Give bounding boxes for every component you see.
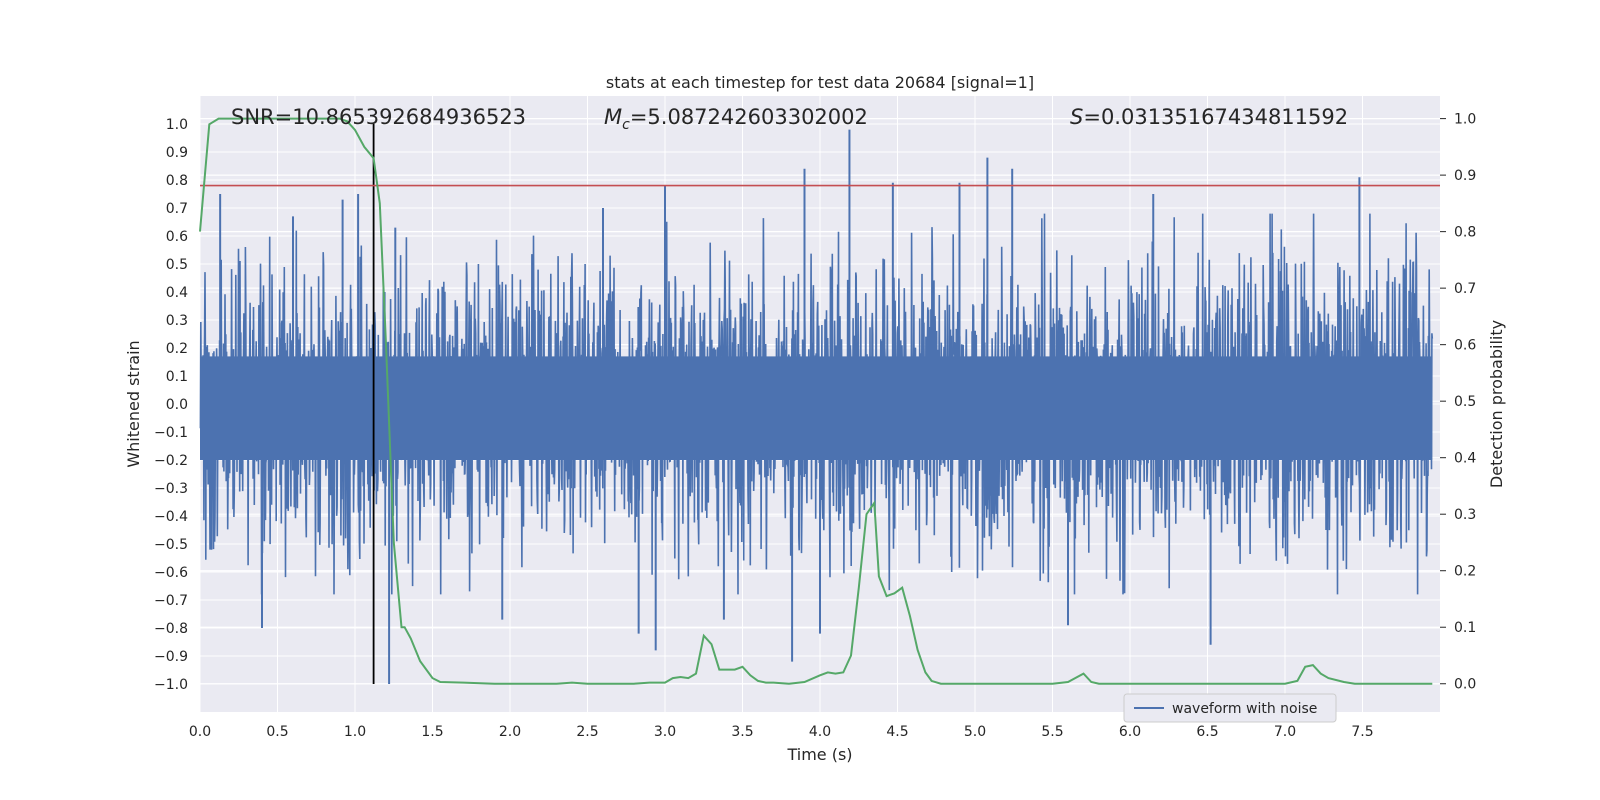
y-left-tick-label: 0.7 <box>166 201 188 217</box>
s-symbol: S <box>1070 105 1083 129</box>
x-tick-label: 5.5 <box>1041 724 1063 740</box>
y-left-tick-label: 0.8 <box>166 173 188 189</box>
y-left-tick-label: −0.2 <box>154 453 188 469</box>
y-right-tick-label: 0.1 <box>1454 620 1476 636</box>
y-left-axis-label: Whitened strain <box>124 340 143 467</box>
s-annotation: S=0.03135167434811592 <box>1070 105 1348 129</box>
y-left-tick-label: 0.4 <box>166 285 188 301</box>
y-left-tick-label: 0.9 <box>166 145 188 161</box>
y-right-tick-label: 0.0 <box>1454 677 1476 693</box>
x-tick-label: 2.0 <box>499 724 521 740</box>
mc-value: =5.087242603302002 <box>630 105 868 129</box>
x-tick-label: 5.0 <box>964 724 986 740</box>
y-left-tick-label: −0.5 <box>154 537 188 553</box>
x-tick-label: 4.5 <box>886 724 908 740</box>
snr-annotation: SNR=10.865392684936523 <box>231 105 526 129</box>
y-left-tick-label: −0.9 <box>154 649 188 665</box>
y-left-tick-label: 0.3 <box>166 313 188 329</box>
y-left-tick-label: 1.0 <box>166 117 188 133</box>
y-left-tick-label: −0.3 <box>154 481 188 497</box>
mc-annotation: Mc=5.087242603302002 <box>604 105 868 133</box>
y-right-tick-label: 0.5 <box>1454 394 1476 410</box>
y-left-tick-label: −0.8 <box>154 621 188 637</box>
mc-symbol: M <box>604 105 622 129</box>
y-left-tick-label: 0.0 <box>166 397 188 413</box>
mc-subscript: c <box>622 117 630 133</box>
y-right-tick-label: 0.6 <box>1454 338 1476 354</box>
s-value: =0.03135167434811592 <box>1083 105 1348 129</box>
chart-title: stats at each timestep for test data 206… <box>606 73 1034 92</box>
waveform-band <box>200 356 1433 460</box>
y-left-tick-labels: 1.0 0.9 0.8 0.7 0.6 0.5 0.4 0.3 0.2 0.1 0.0 −0.1 −0.… <box>154 117 188 693</box>
x-tick-label: 2.5 <box>576 724 598 740</box>
legend-entry: waveform with noise <box>1172 701 1317 717</box>
y-left-tick-label: −0.6 <box>154 565 188 581</box>
y-left-tick-label: −0.4 <box>154 509 188 525</box>
x-tick-label: 4.0 <box>809 724 831 740</box>
y-left-tick-label: −0.1 <box>154 425 188 441</box>
x-axis-label: Time (s) <box>786 745 852 764</box>
x-tick-label: 7.0 <box>1274 724 1296 740</box>
legend: waveform with noise <box>1123 693 1337 723</box>
y-right-tick-label: 0.2 <box>1454 564 1476 580</box>
y-right-tick-label: 1.0 <box>1454 112 1476 128</box>
x-tick-label: 0.5 <box>266 724 288 740</box>
waveform-series <box>199 129 1434 684</box>
y-right-tick-label: 0.9 <box>1454 168 1476 184</box>
x-tick-labels: 0.0 0.5 1.0 1.5 2.0 2.5 3.0 3.5 4.0 4.5 5.0 5.5 6.0 6… <box>189 724 1374 740</box>
x-tick-label: 1.5 <box>421 724 443 740</box>
y-right-axis-label: Detection probability <box>1487 320 1506 488</box>
x-tick-label: 3.5 <box>731 724 753 740</box>
y-left-tick-label: −0.7 <box>154 593 188 609</box>
x-tick-label: 1.0 <box>344 724 366 740</box>
y-left-tick-label: −1.0 <box>154 677 188 693</box>
y-left-tick-label: 0.6 <box>166 229 188 245</box>
x-tick-label: 0.0 <box>189 724 211 740</box>
y-left-tick-label: 0.2 <box>166 341 188 357</box>
legend-box <box>1123 693 1337 723</box>
y-right-tick-label: 0.3 <box>1454 507 1476 523</box>
x-tick-label: 6.0 <box>1119 724 1141 740</box>
y-right-tick-labels: 1.0 0.9 0.8 0.7 0.6 0.5 0.4 0.3 0.2 0.1 0.0 <box>1440 112 1476 693</box>
y-right-tick-label: 0.7 <box>1454 281 1476 297</box>
x-tick-label: 7.5 <box>1351 724 1373 740</box>
y-right-tick-label: 0.4 <box>1454 451 1476 467</box>
x-tick-label: 3.0 <box>654 724 676 740</box>
y-left-tick-label: 0.5 <box>166 257 188 273</box>
probability-line <box>199 117 1433 685</box>
y-right-tick-label: 0.8 <box>1454 225 1476 241</box>
y-left-tick-label: 0.1 <box>166 369 188 385</box>
x-tick-label: 6.5 <box>1196 724 1218 740</box>
